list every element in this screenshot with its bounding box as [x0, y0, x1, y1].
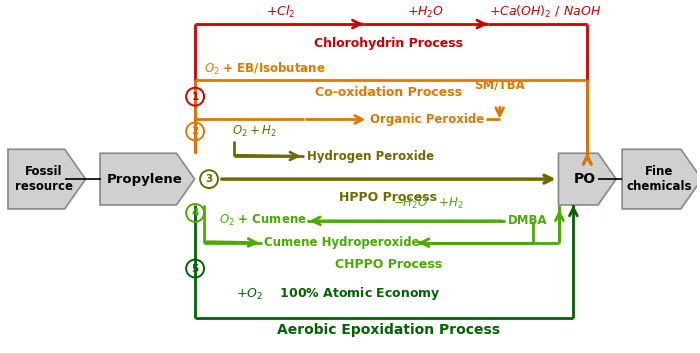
Text: $+ O_2$    100% Atomic Economy: $+ O_2$ 100% Atomic Economy: [236, 285, 441, 302]
Text: Co-oxidation Process: Co-oxidation Process: [315, 86, 462, 99]
Text: 1: 1: [192, 92, 199, 102]
Text: Propylene: Propylene: [106, 173, 183, 186]
Polygon shape: [8, 149, 85, 209]
Text: Hydrogen Peroxide: Hydrogen Peroxide: [307, 150, 434, 163]
Text: Fossil
resource: Fossil resource: [15, 165, 73, 193]
Text: 4: 4: [191, 208, 199, 218]
Text: CHPPO Process: CHPPO Process: [335, 258, 442, 271]
Text: Fine
chemicals: Fine chemicals: [626, 165, 692, 193]
Text: 5: 5: [192, 264, 199, 274]
Text: Aerobic Epoxidation Process: Aerobic Epoxidation Process: [276, 323, 500, 337]
Text: 2: 2: [192, 126, 199, 136]
Text: $O_2 + H_2$: $O_2 + H_2$: [232, 124, 276, 139]
Text: Organic Peroxide: Organic Peroxide: [370, 113, 484, 126]
Text: 3: 3: [205, 174, 213, 184]
Polygon shape: [100, 153, 195, 205]
Text: $+ H_2O$: $+ H_2O$: [407, 5, 444, 20]
Text: Chlorohydrin Process: Chlorohydrin Process: [314, 37, 463, 50]
Text: DMBA: DMBA: [508, 214, 547, 227]
Text: HPPO Process: HPPO Process: [340, 191, 438, 204]
Text: $+ Ca(OH)_2\ /\ NaOH$: $+ Ca(OH)_2\ /\ NaOH$: [489, 4, 601, 20]
Text: $- H_2O$   $+ H_2$: $- H_2O$ $+ H_2$: [393, 196, 463, 211]
Text: $O_2$ + Cumene: $O_2$ + Cumene: [219, 213, 307, 228]
Text: PO: PO: [573, 172, 596, 186]
Text: $+ Cl_2$: $+ Cl_2$: [266, 4, 295, 20]
Text: $O_2$ + EB/Isobutane: $O_2$ + EB/Isobutane: [204, 61, 326, 77]
Polygon shape: [559, 153, 616, 205]
Text: SM/TBA: SM/TBA: [475, 79, 525, 92]
Polygon shape: [622, 149, 700, 209]
Text: Cumene Hydroperoxide: Cumene Hydroperoxide: [264, 236, 419, 249]
